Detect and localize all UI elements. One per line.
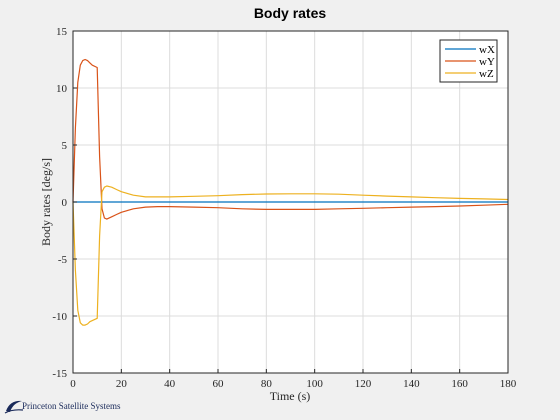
legend-label: wZ bbox=[479, 68, 494, 80]
y-tick-label: 5 bbox=[62, 140, 68, 152]
x-tick-label: 0 bbox=[70, 378, 76, 390]
legend-label: wY bbox=[479, 56, 495, 68]
axis-ticks: 0 20 40 60 80 100 120 140 160 180 -15 -10 -5 0 5 10 15 bbox=[52, 26, 516, 390]
series-layer bbox=[72, 58, 509, 326]
y-tick-label: 15 bbox=[56, 26, 68, 38]
y-tick-label: -10 bbox=[52, 311, 67, 323]
x-tick-label: 40 bbox=[164, 378, 176, 390]
legend-label: wX bbox=[479, 44, 495, 56]
pss-logo: Princeton Satellite Systems bbox=[4, 396, 121, 416]
series-line-wZ bbox=[72, 185, 509, 326]
x-tick-label: 120 bbox=[355, 378, 372, 390]
x-tick-label: 140 bbox=[403, 378, 420, 390]
x-tick-label: 60 bbox=[213, 378, 225, 390]
x-tick-label: 180 bbox=[500, 378, 517, 390]
chart-title: Body rates bbox=[254, 5, 327, 21]
y-tick-label: 0 bbox=[62, 197, 68, 209]
y-axis-label: Body rates [deg/s] bbox=[39, 158, 53, 246]
x-tick-label: 160 bbox=[451, 378, 468, 390]
y-tick-label: -5 bbox=[58, 254, 68, 266]
series-line-wY bbox=[72, 58, 509, 220]
pss-swoosh-icon bbox=[4, 400, 24, 414]
x-tick-label: 80 bbox=[261, 378, 273, 390]
logo-text: Princeton Satellite Systems bbox=[22, 401, 121, 411]
x-axis-label: Time (s) bbox=[270, 389, 311, 403]
y-tick-label: 10 bbox=[56, 83, 68, 95]
x-tick-label: 20 bbox=[116, 378, 128, 390]
x-tick-label: 100 bbox=[306, 378, 323, 390]
y-tick-label: -15 bbox=[52, 368, 67, 380]
